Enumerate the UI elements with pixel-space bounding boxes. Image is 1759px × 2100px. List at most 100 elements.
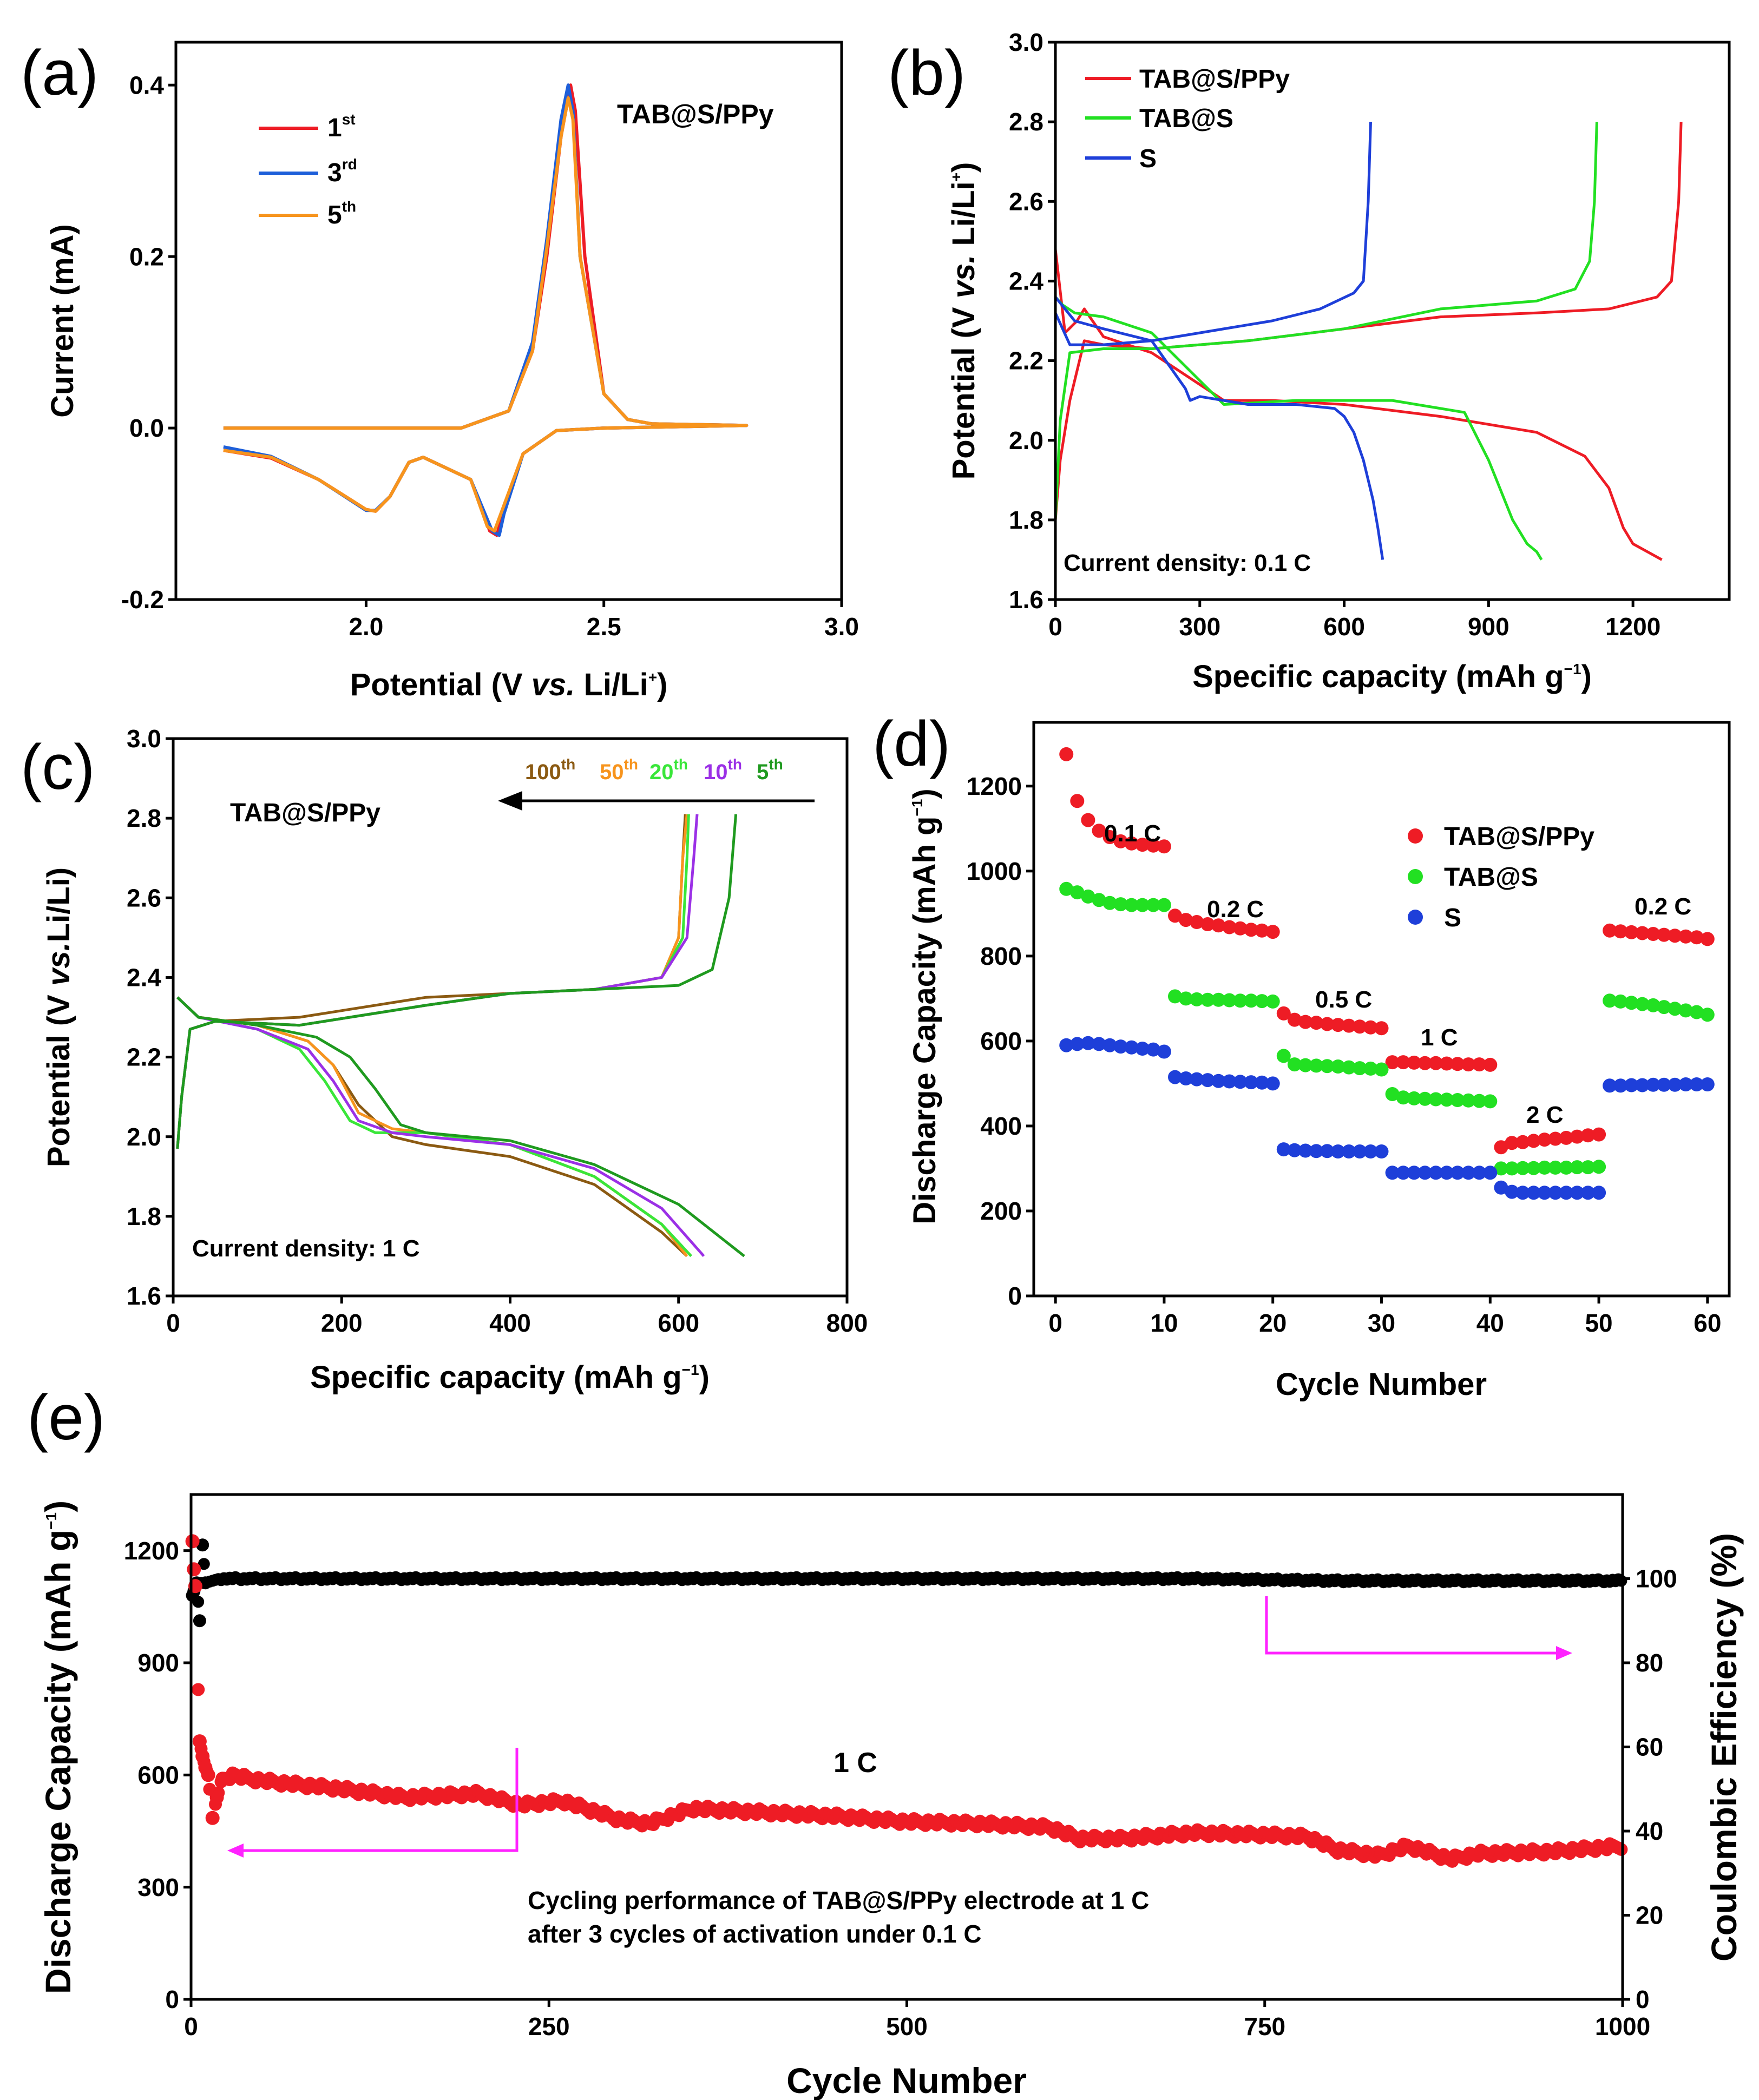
rate-point-tab-s-ppy: [1331, 1018, 1345, 1032]
legend-label-10th: 10th: [704, 756, 742, 784]
panel-b-frame: [1054, 41, 1731, 601]
rate-point-tab-s: [1472, 1094, 1487, 1108]
c-ytick-label: 2.6: [127, 884, 161, 912]
c-ytick-label: 2.2: [127, 1043, 161, 1071]
efficiency-arrowhead: [1556, 1646, 1572, 1660]
rate-point-s: [1450, 1166, 1465, 1180]
rate-point-s: [1102, 1038, 1117, 1052]
rate-point-tab-s: [1407, 1091, 1421, 1105]
panel-c-annotation: Current density: 1 C: [192, 1235, 420, 1262]
d-ytick-label: 0: [1008, 1282, 1022, 1310]
rate-point-s: [1515, 1186, 1530, 1200]
d-ytick-label: 200: [980, 1197, 1022, 1225]
rate-point-s: [1135, 1042, 1150, 1056]
rate-point-s: [1222, 1074, 1237, 1089]
rate-point-tab-s-ppy: [1537, 1133, 1552, 1147]
rate-point-tab-s-ppy: [1190, 915, 1204, 929]
e-xtick-label: 0: [184, 2012, 198, 2040]
efficiency-point: [198, 1558, 210, 1570]
curve-s-discharge: [1054, 296, 1384, 560]
rate-point-s: [1668, 1077, 1682, 1092]
capacity-point: [192, 1683, 205, 1696]
rate-point-tab-s-ppy: [1124, 836, 1139, 851]
capacity-arrowhead: [227, 1844, 244, 1858]
a-xtick-label: 3.0: [824, 613, 859, 641]
rate-point-tab-s: [1179, 991, 1193, 1006]
rate-point-s: [1287, 1143, 1302, 1157]
rate-point-tab-s: [1363, 1061, 1378, 1076]
charge-curve-10th: [176, 814, 699, 1149]
rate-point-tab-s-ppy: [1092, 824, 1106, 838]
rate-point-s: [1657, 1077, 1671, 1092]
rate-point-tab-s: [1059, 881, 1074, 896]
c-xtick-label: 200: [321, 1309, 363, 1337]
rate-point-tab-s: [1526, 1161, 1541, 1175]
panel-b-y-axis-label: Potential (V vs. Li/Li+): [946, 162, 981, 480]
rate-point-tab-s-ppy: [1135, 838, 1150, 852]
legend-label-3rd: 3rd: [327, 156, 357, 187]
rate-point-tab-s-ppy: [1613, 924, 1628, 939]
e-ytick-label: 1200: [124, 1537, 179, 1565]
curve-tab-s-discharge: [1054, 296, 1543, 561]
rate-point-s: [1407, 1166, 1421, 1180]
charge-curve-20th: [176, 814, 690, 1149]
rate-point-tab-s: [1689, 1005, 1704, 1019]
rate-point-tab-s: [1657, 1000, 1671, 1015]
legend-label-5th: 5th: [327, 198, 356, 229]
c-ytick-label: 2.0: [127, 1123, 161, 1151]
rate-point-s: [1526, 1186, 1541, 1200]
rate-point-s: [1374, 1144, 1389, 1158]
panel-b-label: (b): [888, 37, 966, 109]
rate-label-0: 0.1 C: [1104, 820, 1161, 847]
capacity-point: [195, 1749, 210, 1763]
e-y2tick-label: 60: [1636, 1733, 1663, 1761]
rate-point-s: [1146, 1042, 1160, 1057]
rate-point-s: [1505, 1184, 1519, 1199]
rate-point-tab-s: [1320, 1059, 1335, 1074]
rate-label-3: 1 C: [1421, 1024, 1458, 1051]
rate-point-tab-s-ppy: [1646, 927, 1660, 941]
rate-point-s: [1200, 1073, 1215, 1088]
rate-point-s: [1635, 1078, 1650, 1092]
rate-point-tab-s: [1135, 898, 1150, 912]
rate-point-tab-s-ppy: [1428, 1056, 1443, 1070]
rate-point-tab-s-ppy: [1244, 923, 1258, 937]
panel-e-arrows: [227, 1596, 1572, 1858]
rate-point-tab-s-ppy: [1635, 926, 1650, 940]
e-ytick-label: 900: [137, 1649, 179, 1677]
a-ytick-label: 0.0: [129, 414, 164, 442]
e-y2tick-label: 20: [1636, 1901, 1663, 1930]
charge-curve-5th: [176, 814, 738, 1149]
panel-c-ticks: 0 200 400 600 800 1.6 1.8 2.0 2.2 2.4 2.6 2.8 3.0: [127, 725, 868, 1337]
panel-e-y-axis-label: Discharge Capacity (mAh g−1): [38, 1500, 78, 1994]
legend-label-50th: 50th: [600, 756, 638, 784]
c-ytick-label: 1.8: [127, 1202, 161, 1230]
rate-point-tab-s-ppy: [1515, 1135, 1530, 1149]
rate-point-tab-s-ppy: [1472, 1057, 1487, 1072]
rate-point-s: [1428, 1166, 1443, 1180]
d-ytick-label: 1200: [967, 772, 1022, 800]
panel-c: (c) 0 200 400 600 800 1.6 1.8 2.0 2.2 2.4 2.6 2.8 3.…: [21, 725, 868, 1395]
rate-point-tab-s: [1559, 1160, 1573, 1175]
capacity-point: [187, 1562, 201, 1577]
rate-point-s: [1385, 1166, 1400, 1180]
rate-point-tab-s-ppy: [1265, 925, 1280, 939]
e-ytick-label: 300: [137, 1873, 179, 1901]
rate-point-tab-s-ppy: [1298, 1015, 1312, 1029]
rate-point-tab-s: [1124, 898, 1139, 912]
rate-point-tab-s-ppy: [1374, 1021, 1389, 1036]
rate-point-s: [1298, 1143, 1312, 1158]
rate-point-tab-s: [1461, 1093, 1476, 1108]
cv-curve-3rd: [223, 83, 749, 537]
rate-point-tab-s-ppy: [1559, 1130, 1573, 1145]
legend-label-s: S: [1139, 144, 1157, 173]
rate-point-tab-s-ppy: [1179, 913, 1193, 927]
rate-point-tab-s-ppy: [1059, 747, 1074, 761]
rate-point-s: [1570, 1186, 1584, 1200]
c-xtick-label: 800: [826, 1309, 868, 1337]
b-ytick-label: 2.4: [1009, 267, 1043, 295]
legend-label-tabsppy: TAB@S/PPy: [1139, 65, 1290, 94]
rate-point-tab-s: [1646, 998, 1660, 1012]
